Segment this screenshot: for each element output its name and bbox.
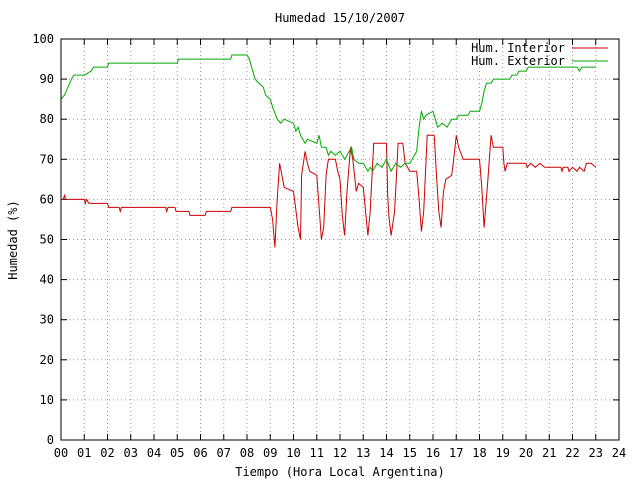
x-tick-label: 20 bbox=[519, 446, 533, 460]
y-tick-label: 50 bbox=[40, 233, 54, 247]
y-tick-label: 20 bbox=[40, 353, 54, 367]
y-tick-label: 10 bbox=[40, 393, 54, 407]
x-tick-label: 21 bbox=[542, 446, 556, 460]
x-tick-label: 18 bbox=[472, 446, 486, 460]
x-tick-label: 12 bbox=[333, 446, 347, 460]
x-tick-label: 08 bbox=[240, 446, 254, 460]
x-tick-label: 07 bbox=[217, 446, 231, 460]
x-tick-label: 16 bbox=[426, 446, 440, 460]
x-tick-label: 01 bbox=[77, 446, 91, 460]
x-tick-label: 04 bbox=[147, 446, 161, 460]
x-axis-label: Tiempo (Hora Local Argentina) bbox=[235, 465, 445, 479]
y-tick-label: 60 bbox=[40, 192, 54, 206]
y-axis-label: Humedad (%) bbox=[6, 200, 20, 279]
axis-ticks: 00 01 02 03 04 05 06 07 08 09 10 11 12 13 14 15 16 17 18 19… bbox=[32, 32, 626, 460]
x-tick-label: 23 bbox=[589, 446, 603, 460]
y-tick-label: 40 bbox=[40, 273, 54, 287]
x-tick-label: 06 bbox=[193, 446, 207, 460]
series-line-2 bbox=[60, 54, 596, 173]
y-tick-label: 70 bbox=[40, 152, 54, 166]
x-tick-label: 19 bbox=[496, 446, 510, 460]
legend-label-2: Hum. Exterior bbox=[471, 54, 565, 68]
x-tick-label: 09 bbox=[263, 446, 277, 460]
x-tick-label: 00 bbox=[54, 446, 68, 460]
x-tick-label: 10 bbox=[286, 446, 300, 460]
x-tick-label: 22 bbox=[565, 446, 579, 460]
chart-title: Humedad 15/10/2007 bbox=[275, 11, 405, 25]
y-tick-label: 30 bbox=[40, 313, 54, 327]
series-line-1 bbox=[61, 134, 597, 248]
x-tick-label: 17 bbox=[449, 446, 463, 460]
y-tick-label: 90 bbox=[40, 72, 54, 86]
x-tick-label: 03 bbox=[124, 446, 138, 460]
x-tick-label: 05 bbox=[170, 446, 184, 460]
x-tick-label: 13 bbox=[356, 446, 370, 460]
x-tick-label: 11 bbox=[310, 446, 324, 460]
x-tick-label: 15 bbox=[403, 446, 417, 460]
grid bbox=[61, 39, 619, 440]
x-tick-label: 24 bbox=[612, 446, 626, 460]
plot-frame bbox=[60, 38, 620, 441]
y-tick-label: 0 bbox=[47, 433, 54, 447]
y-tick-label: 100 bbox=[32, 32, 54, 46]
series-group bbox=[60, 54, 597, 248]
y-tick-label: 80 bbox=[40, 112, 54, 126]
legend-label-1: Hum. Interior bbox=[471, 41, 565, 55]
x-tick-label: 14 bbox=[379, 446, 393, 460]
x-tick-label: 02 bbox=[100, 446, 114, 460]
